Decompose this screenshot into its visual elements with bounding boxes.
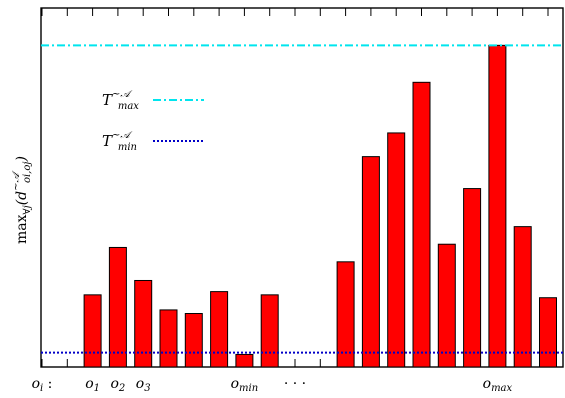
ylabel-arg-sub: oi,oj	[22, 161, 33, 183]
bar	[437, 243, 456, 368]
bar	[336, 261, 355, 368]
x-tick-label: · · ·	[284, 376, 306, 392]
x-tick-label: o2	[110, 376, 125, 394]
bar	[539, 297, 557, 368]
y-axis-label: max∀j(d~𝒜oi,oj)	[11, 156, 33, 244]
bar	[134, 279, 153, 368]
bar	[361, 156, 380, 368]
bar	[463, 188, 482, 368]
ylabel-arg-sup: ~𝒜	[11, 169, 22, 190]
x-tick-label: omax	[483, 376, 513, 394]
legend-label: T~𝒜 min	[102, 130, 137, 153]
x-tick-labels: oi : o1 o2 o3 omin · · · omax	[32, 376, 513, 394]
x-tick-label: o3	[136, 376, 151, 394]
bar	[108, 246, 127, 368]
legend-label: T~𝒜 max	[102, 89, 139, 112]
ylabel-arg-close: )	[14, 156, 30, 162]
bar	[210, 291, 229, 368]
x-tick-label: o1	[85, 376, 100, 394]
bars-group	[83, 44, 557, 368]
plot-frame	[40, 7, 564, 368]
x-tick-label: oi :	[32, 376, 53, 394]
bar	[184, 313, 203, 368]
x-tick-label: omin	[231, 376, 259, 394]
bar	[83, 294, 102, 368]
bar	[412, 81, 431, 368]
bar	[235, 353, 254, 368]
bar	[513, 226, 532, 368]
legend: T~𝒜 max T~𝒜 min	[102, 89, 204, 153]
bar	[260, 294, 279, 368]
threshold-lines	[41, 44, 563, 354]
svg-text:max∀j(d~𝒜oi,oj): max∀j(d~𝒜oi,oj)	[11, 156, 33, 244]
ylabel-main: max	[14, 214, 30, 244]
bar	[159, 309, 178, 368]
bar	[488, 44, 507, 368]
bar	[387, 132, 406, 368]
ylabel-sub: ∀j	[22, 205, 33, 214]
ylabel-arg-base: (d	[14, 191, 30, 205]
